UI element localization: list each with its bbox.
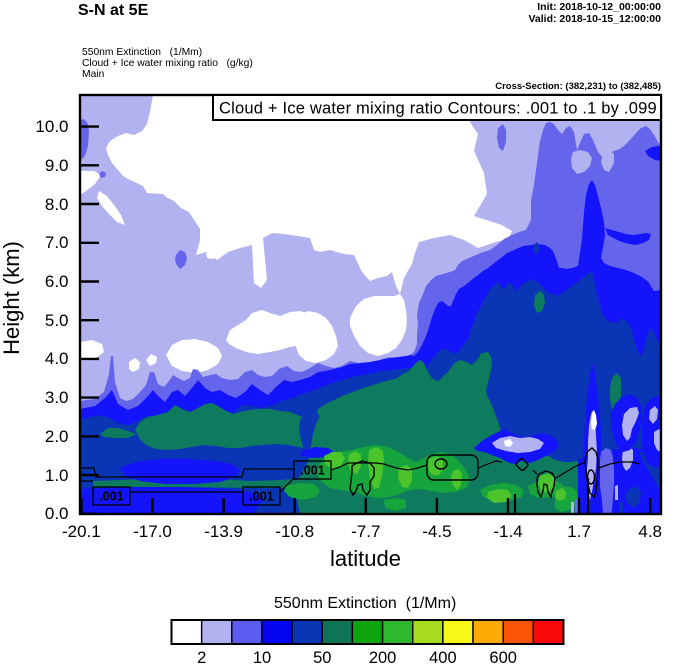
svg-text:.001: .001 [99,489,123,503]
svg-text:.001: .001 [249,489,273,503]
svg-text:.001: .001 [300,463,324,477]
svg-text:Cloud + Ice water mixing ratio: Cloud + Ice water mixing ratio Contours:… [219,100,657,118]
